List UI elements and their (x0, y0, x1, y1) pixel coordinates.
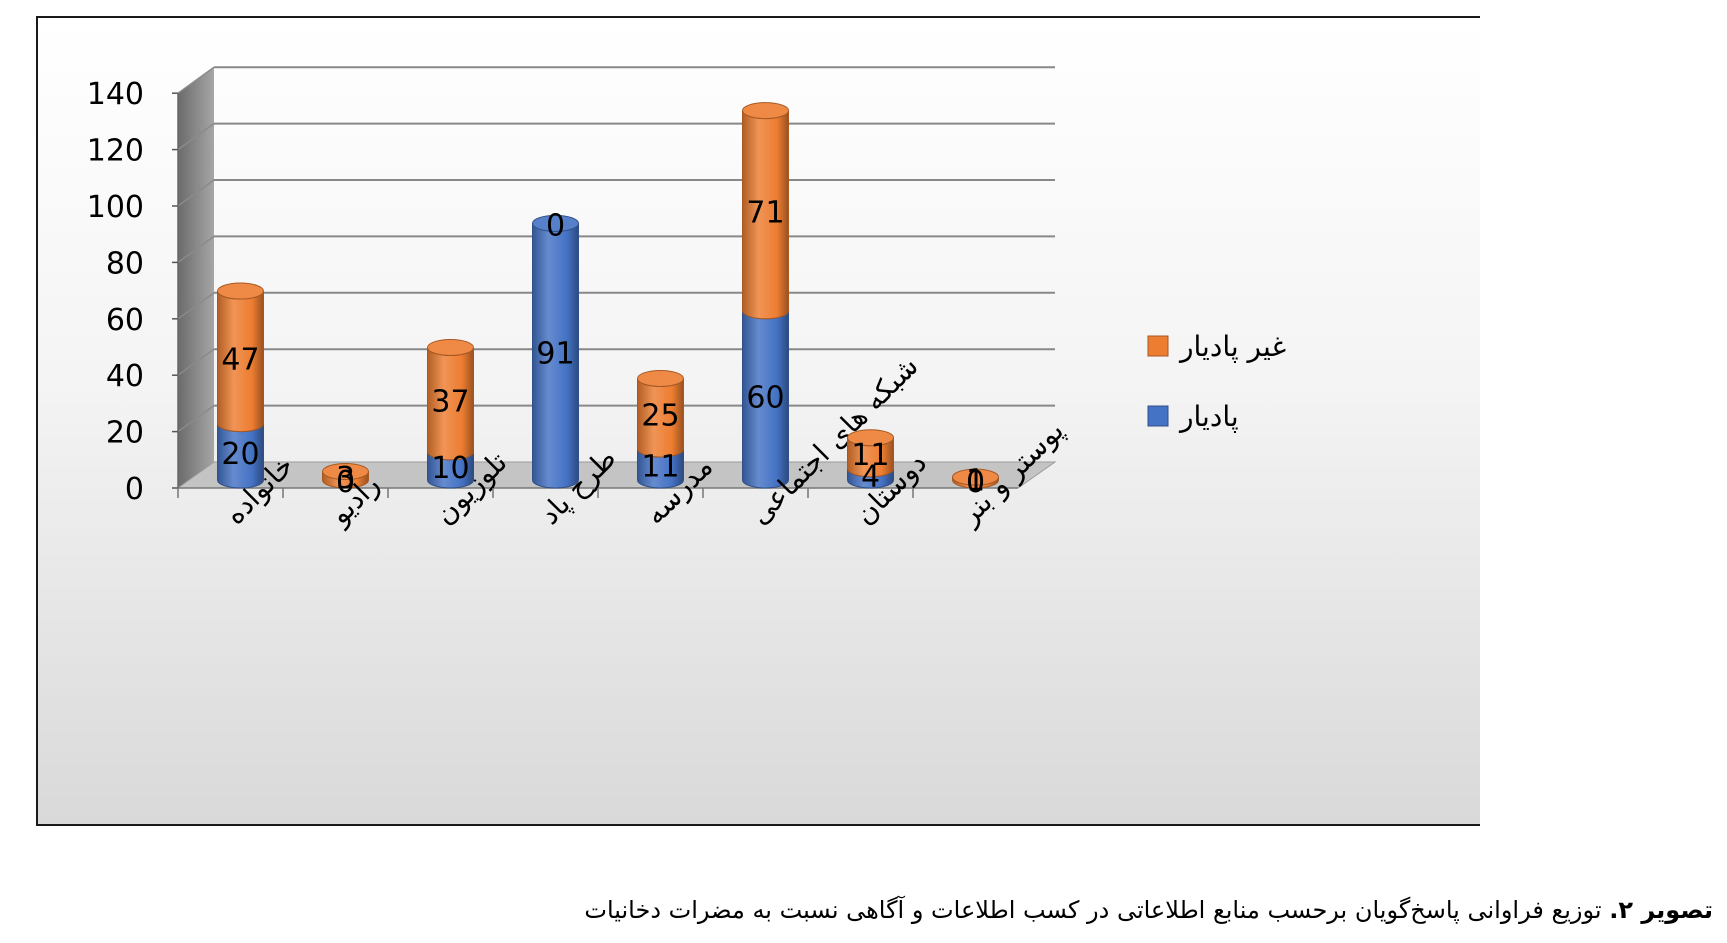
y-tick-label: 100 (87, 190, 144, 225)
y-tick-label: 0 (125, 472, 144, 507)
data-label: 37 (431, 385, 469, 420)
caption-label: تصویر ۲. (1609, 896, 1713, 924)
data-label: 47 (221, 342, 259, 377)
data-label: 25 (641, 399, 679, 434)
chart-side-wall (178, 67, 214, 488)
data-label: 71 (746, 196, 784, 231)
data-label: 0 (546, 208, 565, 243)
bar-top-cap (742, 102, 789, 120)
caption-text: توزیع فراوانی پاسخ‌گویان برحسب منابع اطل… (584, 896, 1610, 924)
bar-top-cap (322, 463, 369, 481)
y-tick-label: 140 (87, 77, 144, 112)
y-tick-label: 60 (106, 303, 144, 338)
y-tick-label: 20 (106, 416, 144, 451)
gridline-side (177, 348, 215, 376)
legend-swatch (1147, 405, 1169, 427)
data-label: 0 (336, 465, 355, 500)
bar-top-cap (217, 282, 264, 300)
gridline-side (177, 66, 215, 94)
figure-caption: تصویر ۲. توزیع فراوانی پاسخ‌گویان برحسب … (584, 896, 1713, 924)
data-label: 4 (861, 459, 880, 494)
gridline-side (177, 179, 215, 207)
legend-label: پادیار (1178, 400, 1239, 433)
y-tick-label: 80 (106, 246, 144, 281)
bar-top-cap (427, 338, 474, 356)
data-label: 11 (851, 438, 889, 473)
data-label: 11 (641, 449, 679, 484)
bar-top-cap (532, 214, 579, 232)
data-label: 0 (966, 465, 985, 500)
bar-top-cap (952, 468, 999, 486)
bar-top-cap (637, 369, 684, 387)
data-label: 3 (336, 461, 355, 496)
data-label: 10 (431, 451, 469, 486)
gridline-side (177, 235, 215, 264)
y-tick-label: 40 (106, 359, 144, 394)
gridline-side (177, 404, 215, 433)
legend-label: غیر پادیار (1178, 330, 1286, 363)
bar-top-cap (847, 429, 894, 447)
data-label: 20 (221, 437, 259, 472)
y-tick-label: 120 (87, 134, 144, 169)
data-label: 60 (746, 380, 784, 415)
legend-swatch (1147, 335, 1169, 357)
data-label: 91 (536, 337, 574, 372)
gridline-side (177, 122, 215, 151)
data-label: 1 (966, 464, 985, 499)
gridline-side (177, 292, 215, 320)
